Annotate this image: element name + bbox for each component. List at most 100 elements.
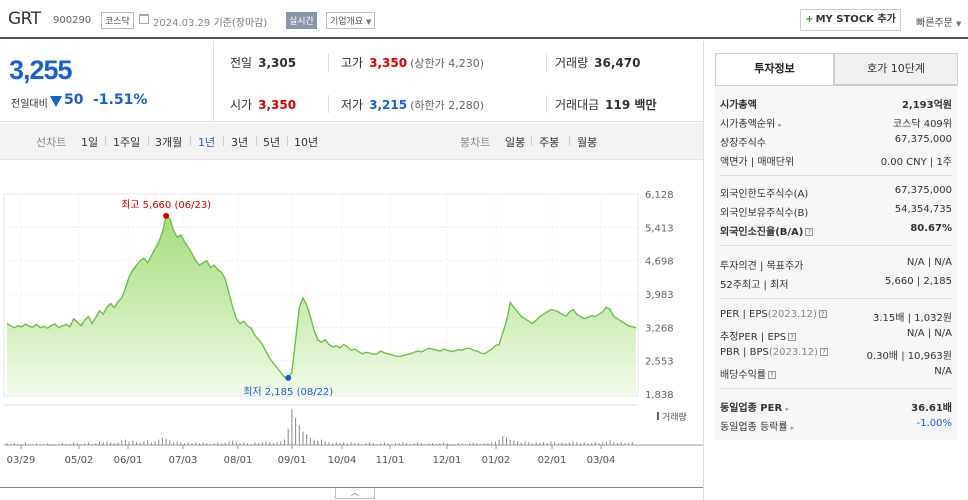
volume-bar [324, 441, 326, 445]
volume-bar [280, 441, 282, 445]
quote-prev: 전일 3,305 [230, 56, 297, 70]
tab-order-book[interactable]: 호가 10단계 [834, 53, 958, 85]
divider [720, 245, 952, 246]
tab-1d[interactable]: 1일 [81, 136, 99, 149]
volume-bar [6, 443, 8, 445]
volume-bar [339, 443, 341, 445]
volume-bar [321, 439, 322, 445]
volume-bar [84, 443, 86, 445]
volume-bar [110, 442, 112, 445]
tab-daily[interactable]: 일봉 [505, 136, 526, 149]
volume-bar [95, 443, 97, 445]
volume-bar [546, 443, 548, 445]
x-tick-label: 05/02 [65, 455, 94, 466]
volume-bar [476, 443, 478, 445]
price-chart[interactable]: 6,128 5,413 4,698 3,983 3,268 2,553 1,838 최고 5,… [0, 161, 703, 488]
stock-code: 900290 [53, 15, 92, 26]
divider [148, 136, 149, 146]
quote-volume: 거래량 36,470 [555, 56, 641, 70]
tab-5y[interactable]: 5년 [263, 136, 281, 149]
volume-bar [428, 443, 430, 445]
volume-bar [243, 442, 245, 445]
volume-bar [550, 441, 552, 445]
volume-bar [154, 441, 156, 445]
quote-amount: 거래대금 119 백만 [555, 98, 657, 112]
volume-bar [602, 442, 604, 445]
volume-bar [443, 442, 445, 445]
tab-10y[interactable]: 10년 [294, 136, 319, 149]
volume-bar [10, 444, 12, 445]
my-stock-add-button[interactable]: + MY STOCK 추가 [800, 9, 901, 31]
market-badge: 코스닥 [101, 12, 134, 29]
min-label: 최저 2,185 (08/22) [243, 386, 333, 398]
volume-bar [598, 443, 600, 445]
volume-bar [50, 444, 52, 445]
tab-1y[interactable]: 1년 [198, 136, 216, 149]
arrow-right-icon: ▸ [790, 424, 795, 432]
volume-bar [402, 442, 404, 445]
tab-3m[interactable]: 3개월 [155, 136, 183, 149]
volume-bar [350, 442, 352, 445]
change-value: 50 [64, 92, 84, 108]
help-icon[interactable]: ? [818, 310, 827, 318]
price-area-fill [7, 215, 636, 395]
quote-low: 저가 3,215 (하한가 2,280) [341, 98, 484, 112]
arrow-right-icon: ▸ [778, 121, 782, 129]
volume-bar [276, 442, 278, 445]
help-icon[interactable]: ? [788, 333, 797, 341]
volume-bar [309, 437, 311, 445]
volume-bar [17, 444, 19, 445]
volume-bar [409, 444, 411, 445]
x-tick-label: 07/03 [169, 455, 198, 466]
realtime-button[interactable]: 실시간 [286, 12, 317, 29]
quote-open: 시가 3,350 [230, 98, 297, 112]
chart-period-tabs: 선차트 1일 1주일 3개월 1년 3년 5년 10년 봉차트 일봉 주봉 월봉 [0, 123, 703, 160]
volume-bar [372, 443, 374, 445]
volume-bar [228, 441, 230, 445]
volume-bar [173, 442, 174, 445]
y-tick-label: 6,128 [645, 190, 674, 201]
help-icon[interactable]: ? [819, 348, 828, 356]
help-icon[interactable]: ? [768, 371, 776, 379]
divider [569, 136, 570, 146]
volume-bar [295, 418, 297, 445]
x-tick-label: 12/01 [433, 455, 462, 466]
volume-bar [383, 442, 385, 445]
tab-investment-info[interactable]: 투자정보 [715, 53, 834, 85]
company-info-button[interactable]: 기업개요 ▼ [326, 12, 376, 29]
volume-bar [187, 442, 189, 445]
collapse-toggle-button[interactable]: ︿ [335, 488, 375, 499]
change-label: 전일대비 [11, 99, 48, 110]
volume-bar [413, 443, 415, 445]
volume-bar [306, 434, 308, 445]
chart-bottom-border [0, 487, 703, 488]
volume-bar [465, 444, 467, 445]
divider [105, 136, 106, 146]
volume-bar [136, 442, 137, 445]
y-tick-label: 4,698 [645, 257, 674, 268]
volume-bar [576, 442, 578, 445]
tab-monthly[interactable]: 월봉 [577, 136, 598, 149]
volume-bar [369, 442, 371, 445]
y-tick-label: 1,838 [645, 390, 674, 401]
divider [531, 136, 532, 146]
change-percent: -1.51% [93, 92, 148, 108]
candle-chart-label: 봉차트 [460, 136, 491, 149]
chevron-down-icon: ▼ [366, 18, 372, 26]
volume-bar [587, 443, 589, 445]
divider [223, 136, 224, 146]
volume-bar [165, 438, 167, 445]
current-price: 3,255 [9, 55, 73, 85]
help-icon[interactable]: ? [805, 228, 814, 236]
tab-3y[interactable]: 3년 [231, 136, 249, 149]
volume-bar [524, 441, 526, 445]
volume-bar [591, 443, 593, 445]
tab-weekly[interactable]: 주봉 [539, 136, 560, 149]
volume-bar [617, 443, 618, 445]
tab-1w[interactable]: 1주일 [113, 136, 141, 149]
divider [328, 54, 329, 72]
volume-bar [65, 444, 67, 445]
volume-bar [594, 442, 596, 445]
quick-order-button[interactable]: 빠른주문 ▼ [916, 18, 962, 29]
volume-bar [332, 443, 334, 445]
